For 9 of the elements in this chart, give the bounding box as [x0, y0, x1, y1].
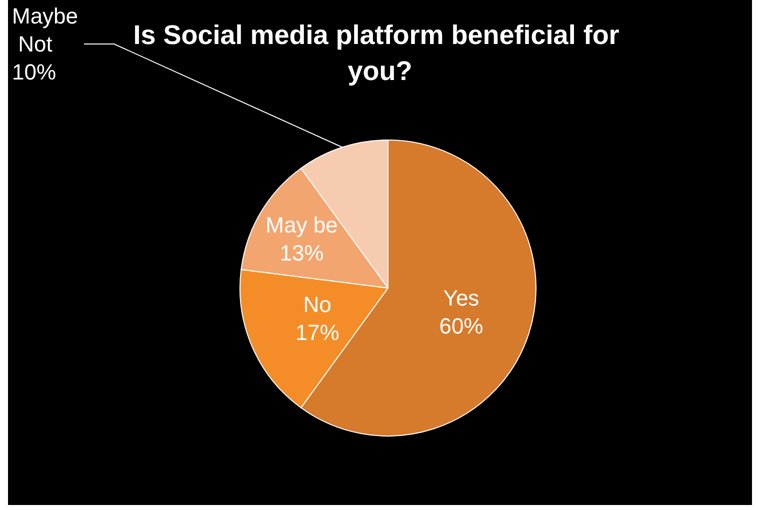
data-label: 10% [12, 60, 56, 84]
data-label: 13% [280, 240, 324, 266]
slice-label: Yes [443, 285, 480, 310]
text: Is Social media platform beneficial for you? [133, 20, 627, 86]
slice-label: May be [266, 212, 338, 238]
data-label: 17% [295, 320, 340, 346]
slice-label: Maybe Not [12, 4, 78, 56]
data-label: 60% [439, 313, 484, 338]
slice-label: No [303, 292, 332, 318]
